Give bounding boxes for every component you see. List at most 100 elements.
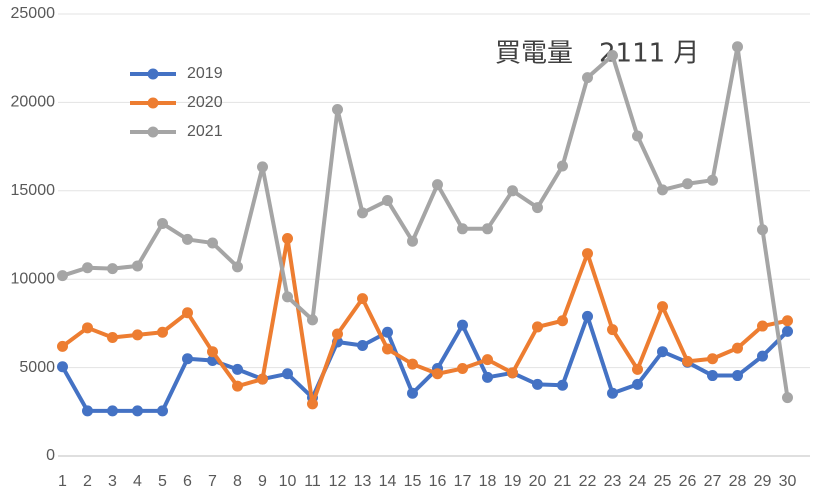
data-point	[782, 392, 793, 404]
data-point	[282, 233, 293, 245]
x-tick-label: 1	[58, 473, 67, 490]
x-tick-label: 10	[279, 473, 297, 490]
legend-marker	[147, 126, 159, 138]
data-point	[407, 387, 418, 399]
data-point	[82, 322, 93, 334]
data-point	[332, 103, 343, 115]
data-point	[632, 363, 643, 375]
data-point	[432, 179, 443, 191]
data-point	[682, 178, 693, 190]
x-tick-label: 24	[629, 473, 647, 490]
y-tick-label: 25000	[11, 5, 56, 22]
data-point	[582, 72, 593, 84]
y-tick-label: 15000	[11, 182, 56, 199]
x-tick-label: 7	[208, 473, 217, 490]
data-point	[357, 293, 368, 305]
data-point	[557, 160, 568, 172]
data-point	[82, 262, 93, 274]
data-point	[507, 185, 518, 197]
x-tick-label: 11	[304, 473, 321, 490]
x-tick-label: 3	[108, 473, 117, 490]
data-point	[532, 378, 543, 390]
data-point	[182, 233, 193, 245]
data-point	[557, 379, 568, 391]
data-point	[407, 235, 418, 247]
data-point	[757, 350, 768, 362]
data-point	[607, 324, 618, 336]
data-point	[57, 361, 68, 373]
x-tick-label: 13	[354, 473, 372, 490]
legend-label: 2020	[187, 94, 223, 111]
x-tick-label: 18	[479, 473, 497, 490]
data-point	[657, 346, 668, 358]
data-point	[707, 353, 718, 365]
x-tick-label: 21	[554, 473, 572, 490]
data-point	[157, 405, 168, 417]
data-point	[157, 218, 168, 230]
data-point	[482, 354, 493, 366]
data-point	[232, 261, 243, 273]
x-tick-label: 8	[233, 473, 242, 490]
data-point	[107, 405, 118, 417]
data-point	[607, 387, 618, 399]
data-point	[732, 342, 743, 354]
data-point	[382, 326, 393, 338]
data-point	[507, 367, 518, 379]
data-point	[457, 319, 468, 331]
data-point	[182, 307, 193, 319]
data-point	[407, 358, 418, 370]
data-point	[632, 130, 643, 142]
data-point	[757, 224, 768, 236]
data-point	[782, 325, 793, 337]
x-tick-label: 20	[529, 473, 547, 490]
y-tick-label: 0	[46, 447, 55, 464]
data-point	[482, 371, 493, 383]
x-tick-label: 28	[729, 473, 747, 490]
data-point	[557, 315, 568, 327]
data-point	[457, 223, 468, 235]
data-point	[257, 161, 268, 173]
data-point	[457, 362, 468, 374]
data-point	[307, 398, 318, 410]
data-point	[332, 328, 343, 340]
x-tick-label: 16	[429, 473, 447, 490]
x-tick-label: 5	[158, 473, 167, 490]
data-point	[582, 310, 593, 322]
data-point	[682, 355, 693, 367]
y-tick-label: 10000	[11, 270, 56, 287]
data-point	[157, 326, 168, 338]
data-point	[282, 291, 293, 303]
data-point	[282, 368, 293, 380]
data-point	[782, 315, 793, 327]
data-point	[657, 301, 668, 313]
data-point	[107, 263, 118, 275]
data-point	[382, 195, 393, 207]
data-point	[307, 314, 318, 326]
data-point	[757, 320, 768, 332]
x-tick-label: 23	[604, 473, 622, 490]
data-point	[582, 248, 593, 260]
y-tick-label: 20000	[11, 94, 56, 111]
data-point	[382, 343, 393, 355]
data-point	[207, 237, 218, 249]
data-point	[107, 332, 118, 344]
data-point	[232, 363, 243, 375]
data-point	[707, 370, 718, 382]
data-point	[357, 207, 368, 219]
data-point	[257, 373, 268, 385]
data-point	[207, 346, 218, 358]
data-point	[232, 380, 243, 392]
x-tick-label: 29	[754, 473, 772, 490]
x-tick-label: 30	[779, 473, 797, 490]
data-point	[732, 370, 743, 382]
x-tick-label: 17	[454, 473, 472, 490]
x-tick-label: 4	[133, 473, 142, 490]
data-point	[532, 202, 543, 214]
data-point	[482, 223, 493, 235]
data-point	[532, 321, 543, 333]
x-tick-label: 2	[83, 473, 92, 490]
data-point	[357, 340, 368, 351]
data-point	[732, 41, 743, 53]
